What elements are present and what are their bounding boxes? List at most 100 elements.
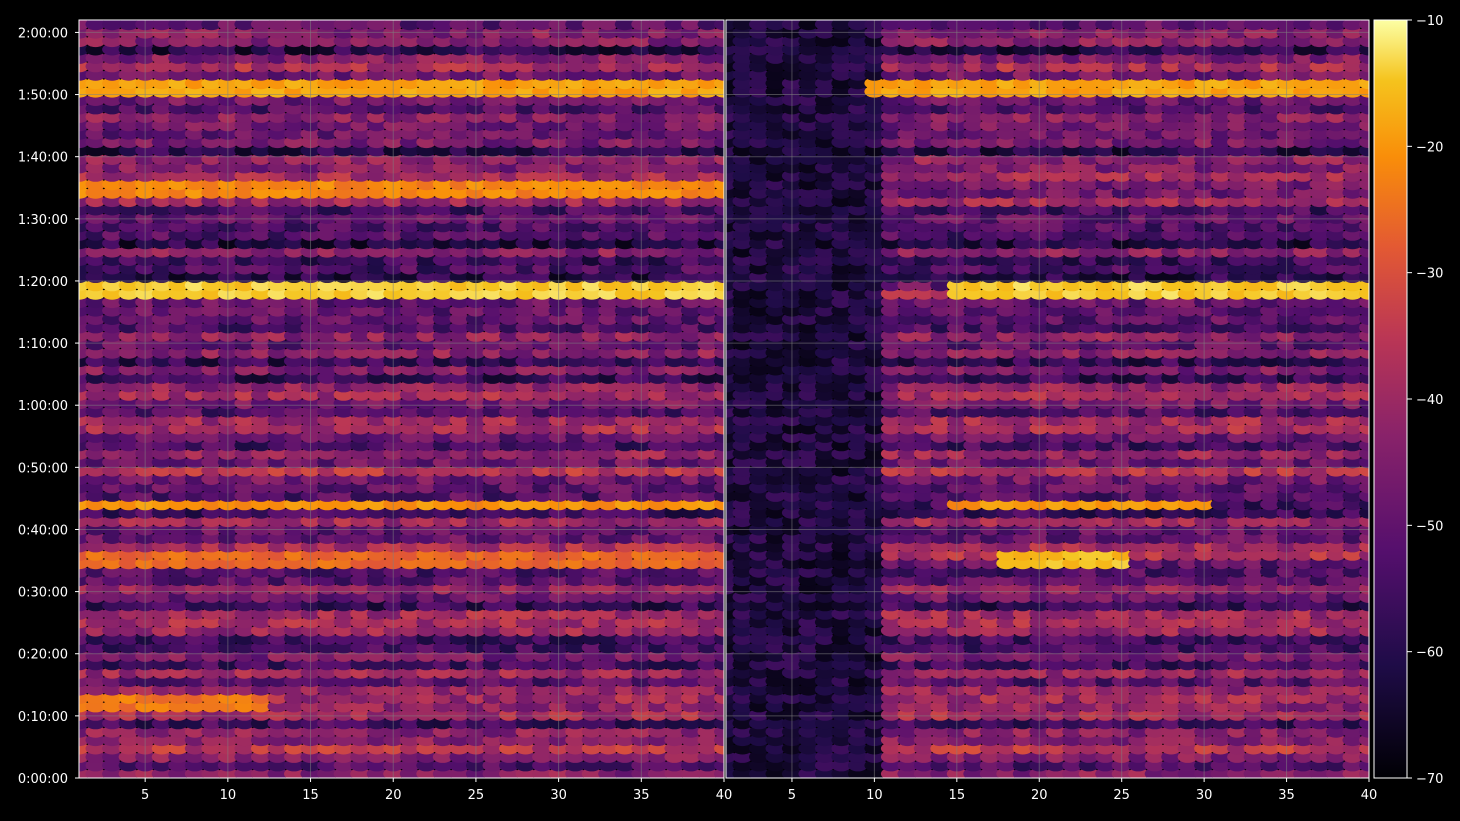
heatmap-cell [614,641,635,654]
heatmap-cell [317,245,338,258]
heatmap-cell [333,355,354,368]
heatmap-cell [432,658,453,671]
heatmap-cell [432,557,453,570]
heatmap-cell [184,304,205,317]
heatmap-cell [399,262,420,275]
heatmap-cell [366,287,387,300]
heatmap-cell [565,607,586,620]
heatmap-cell [333,94,354,106]
heatmap-cell [664,203,685,216]
heatmap-cell [118,287,139,300]
heatmap-cell [350,60,371,73]
heatmap-cell [482,296,503,309]
heatmap-cell [317,203,338,216]
heatmap-cell [284,708,304,721]
heatmap-cell [168,532,189,544]
heatmap-cell [963,708,984,721]
heatmap-cell [647,489,668,502]
heatmap-cell [284,725,304,738]
heatmap-cell [118,94,139,106]
heatmap-cell [432,481,453,494]
heatmap-cell [847,717,868,730]
heatmap-cell [184,725,205,738]
heatmap-cell [664,456,685,469]
heatmap-cell [102,430,123,443]
heatmap-cell [399,388,420,401]
heatmap-cell [250,153,271,165]
heatmap-cell [234,456,255,469]
heatmap-cell [102,683,123,696]
heatmap-cell [102,675,123,688]
heatmap-cell [333,725,354,738]
heatmap-cell [449,153,470,165]
heatmap-cell [482,489,503,502]
heatmap-cell [432,624,453,637]
heatmap-cell [399,624,420,637]
heatmap-cell [399,666,420,679]
heatmap-cell [333,624,354,637]
heatmap-cell [499,279,519,292]
heatmap-cell [499,666,519,679]
heatmap-cell [499,186,519,199]
heatmap-cell [598,119,619,132]
heatmap-cell [432,60,453,73]
heatmap-cell [234,430,255,443]
heatmap-cell [697,734,718,747]
heatmap-cell [647,270,668,283]
heatmap-cell [581,245,602,258]
heatmap-cell [814,725,835,738]
heatmap-cell [416,346,437,359]
heatmap-cell [267,346,288,359]
heatmap-cell [598,144,619,157]
heatmap-cell [1210,717,1231,730]
heatmap-cell [85,35,106,48]
heatmap-cell [151,599,172,612]
heatmap-cell [532,254,553,266]
heatmap-cell [581,304,602,317]
heatmap-cell [151,77,172,90]
heatmap-cell [532,599,553,612]
heatmap-cell [996,700,1017,713]
heatmap-cell [499,144,519,157]
heatmap-cell [118,414,139,427]
heatmap-cell [697,43,718,56]
heatmap-cell [267,633,288,645]
heatmap-cell [515,245,536,258]
heatmap-cell [1128,692,1149,704]
heatmap-cell [664,557,685,570]
heatmap-cell [664,346,685,359]
heatmap-cell [151,692,172,704]
heatmap-cell [234,574,255,587]
heatmap-cell [581,649,602,662]
heatmap-cell [664,371,685,384]
heatmap-cell [432,94,453,106]
heatmap-cell [333,759,354,772]
heatmap-cell [697,481,718,494]
heatmap-cell [317,127,338,140]
heatmap-cell [449,60,470,73]
heatmap-cell [1012,750,1033,763]
heatmap-cell [963,742,984,755]
heatmap-cell [151,51,172,64]
heatmap-cell [697,329,718,342]
heatmap-cell [102,422,123,435]
heatmap-cell [284,607,304,620]
heatmap-cell [333,119,354,132]
heatmap-cell [366,599,387,612]
heatmap-cell [482,102,503,115]
heatmap-cell [85,338,106,351]
heatmap-cell [399,515,420,528]
heatmap-cell [697,35,718,48]
heatmap-cell [697,414,718,427]
heatmap-cell [267,211,288,224]
heatmap-cell [565,565,586,578]
heatmap-cell [102,237,123,250]
heatmap-cell [350,51,371,64]
heatmap-cell [168,254,189,266]
heatmap-cell [234,153,255,165]
heatmap-cell [118,245,139,258]
heatmap-cell [680,742,701,755]
heatmap-cell [168,599,189,612]
heatmap-cell [449,750,470,763]
heatmap-cell [151,203,172,216]
